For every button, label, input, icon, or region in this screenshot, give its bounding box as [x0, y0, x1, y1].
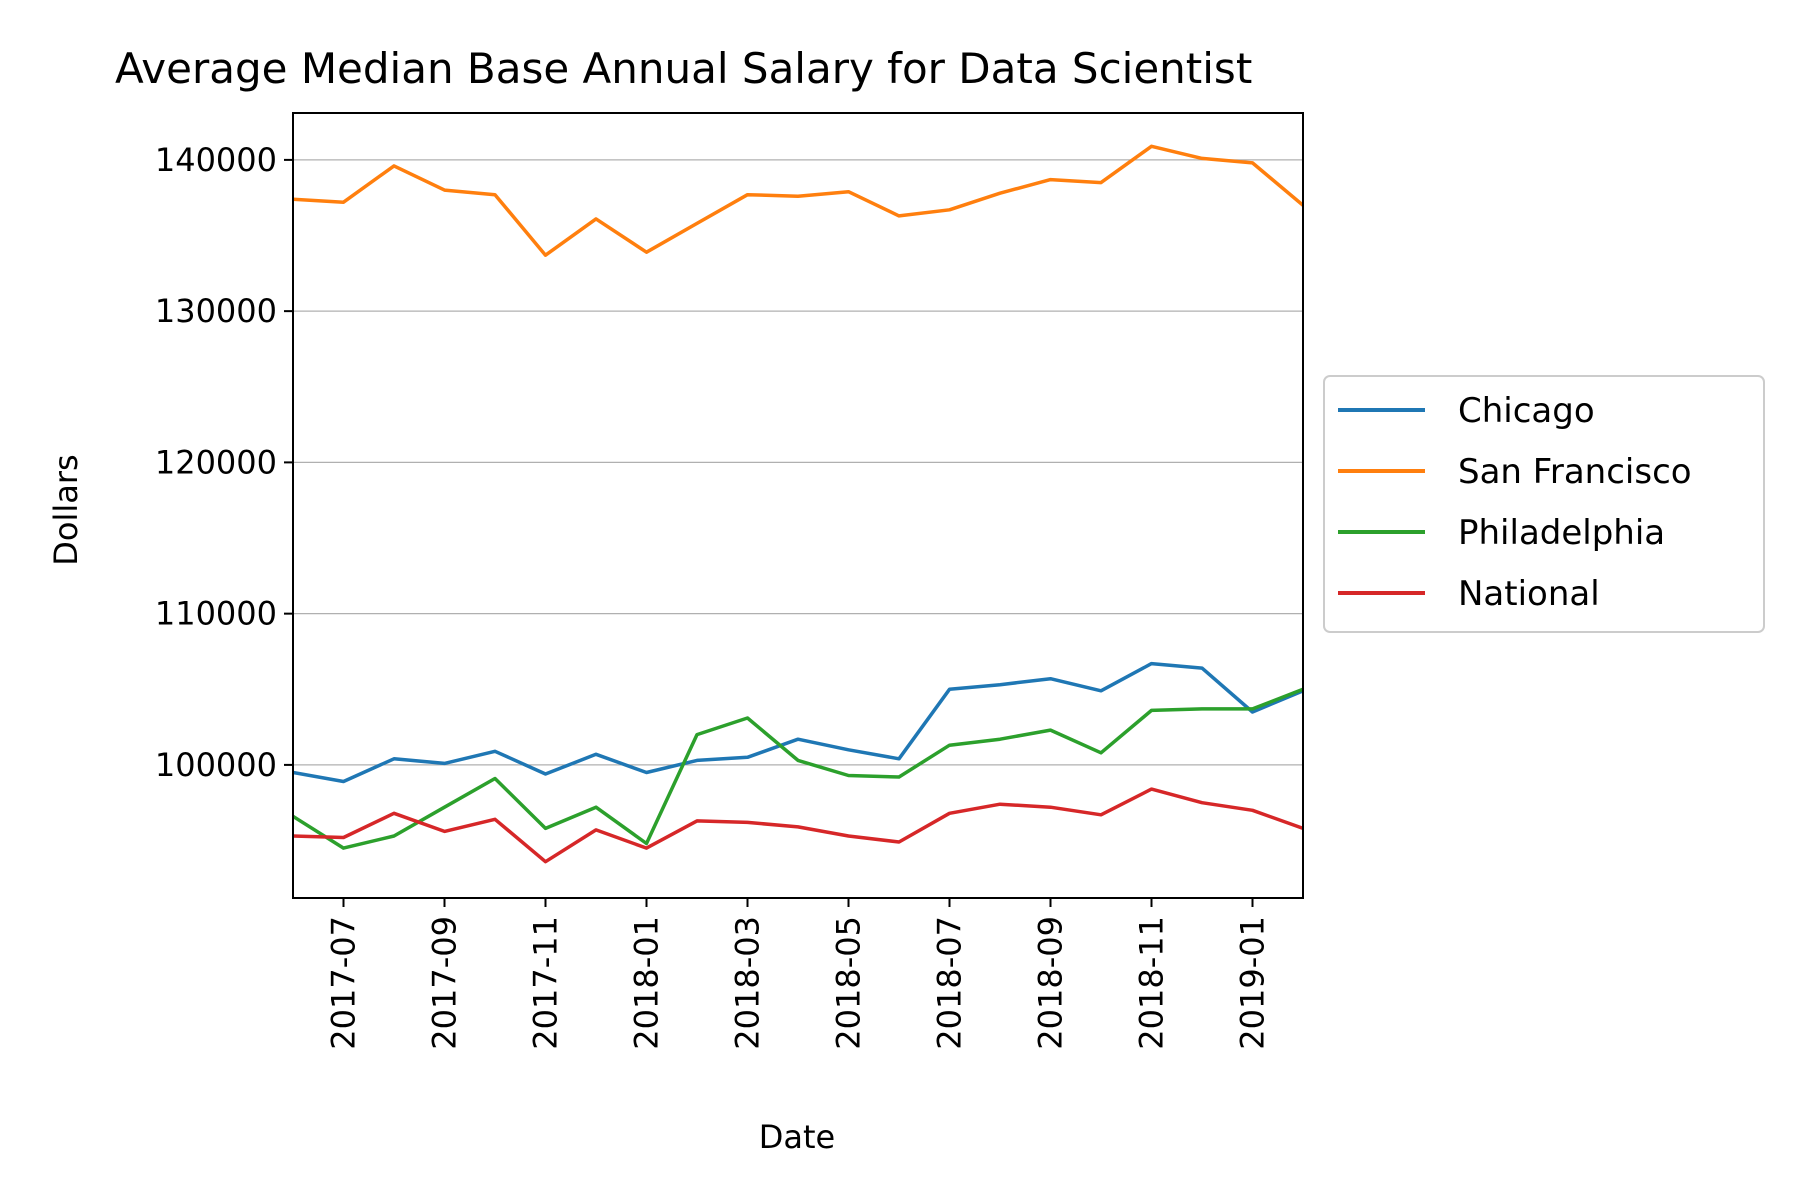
- legend-label-chicago: Chicago: [1458, 391, 1595, 431]
- series-line-san-francisco: [293, 144, 1303, 257]
- y-tick-label: 130000: [155, 292, 277, 330]
- series-line-philadelphia: [293, 687, 1303, 850]
- x-tick-label: 2018-05: [830, 916, 868, 1050]
- x-tick-label: 2018-01: [628, 916, 666, 1050]
- legend-label-philadelphia: Philadelphia: [1458, 513, 1665, 553]
- series-lines: [293, 144, 1303, 864]
- x-tick-label: 2018-07: [931, 916, 969, 1050]
- y-tick-label: 120000: [155, 443, 277, 481]
- legend-label-san-francisco: San Francisco: [1458, 452, 1692, 492]
- series-line-chicago: [293, 661, 1303, 784]
- x-tick-label: 2018-09: [1032, 916, 1070, 1050]
- grid-lines: [293, 159, 1303, 766]
- x-axis: 2017-07 2017-09 2017-11 2018-01 2018-03 2018-…: [325, 898, 1272, 1050]
- y-tick-label: 110000: [155, 595, 277, 633]
- legend-box: [1323, 375, 1765, 633]
- x-tick-label: 2017-09: [426, 916, 464, 1050]
- series-line-national: [293, 787, 1303, 864]
- y-axis-label: Dollars: [47, 454, 85, 565]
- y-tick-label: 100000: [155, 746, 277, 784]
- plot-frame: [292, 112, 1304, 899]
- y-tick-label: 140000: [155, 141, 277, 179]
- chart-title: Average Median Base Annual Salary for Da…: [115, 44, 1252, 93]
- x-tick-label: 2017-11: [527, 916, 565, 1050]
- x-tick-label: 2017-07: [325, 916, 363, 1050]
- legend-label-national: National: [1458, 574, 1600, 614]
- x-axis-label: Date: [759, 1118, 835, 1156]
- x-tick-label: 2018-11: [1133, 916, 1171, 1050]
- x-tick-label: 2018-03: [729, 916, 767, 1050]
- y-axis: 100000 110000 120000 130000 140000: [155, 141, 293, 784]
- x-tick-label: 2019-01: [1234, 916, 1272, 1050]
- legend: Chicago San Francisco Philadelphia National: [1323, 375, 1765, 633]
